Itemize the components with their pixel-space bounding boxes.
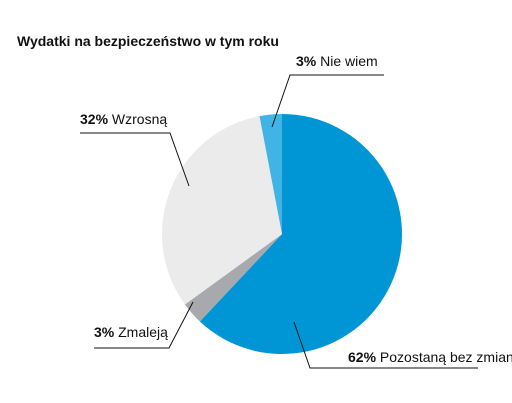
slice-label-nie-wiem: 3% Nie wiem — [296, 53, 378, 69]
slice-category-label: Zmaleją — [114, 324, 168, 340]
slice-category-label: Nie wiem — [316, 53, 377, 69]
slice-label-zmaleja: 3% Zmaleją — [94, 324, 168, 340]
pie-slice-wzrosna — [162, 116, 282, 305]
leader-line-wzrosna — [80, 132, 190, 187]
slice-labels: 62% Pozostaną bez zmian 3% Zmaleją 32% Wzr… — [80, 53, 512, 365]
slice-label-pozostana: 62% Pozostaną bez zmian — [348, 349, 512, 365]
slice-label-wzrosna: 32% Wzrosną — [80, 111, 167, 127]
slice-value-label: 32% — [80, 111, 109, 127]
pie-slice-pozostana — [199, 114, 402, 354]
leader-line-pozostana — [293, 321, 478, 369]
pie-slice-zmaleja — [184, 234, 282, 322]
leader-lines — [80, 74, 478, 369]
slice-value-label: 62% — [348, 349, 377, 365]
slice-value-label: 3% — [296, 53, 317, 69]
slice-category-label: Pozostaną bez zmian — [376, 349, 512, 365]
leader-line-nie-wiem — [271, 74, 384, 128]
pie-slice-nie-wiem — [259, 114, 282, 234]
pie-slices — [162, 114, 402, 354]
leader-line-zmaleja — [94, 301, 194, 349]
slice-category-label: Wzrosną — [108, 111, 167, 127]
slice-value-label: 3% — [94, 324, 115, 340]
chart-title: Wydatki na bezpieczeństwo w tym roku — [17, 33, 279, 49]
